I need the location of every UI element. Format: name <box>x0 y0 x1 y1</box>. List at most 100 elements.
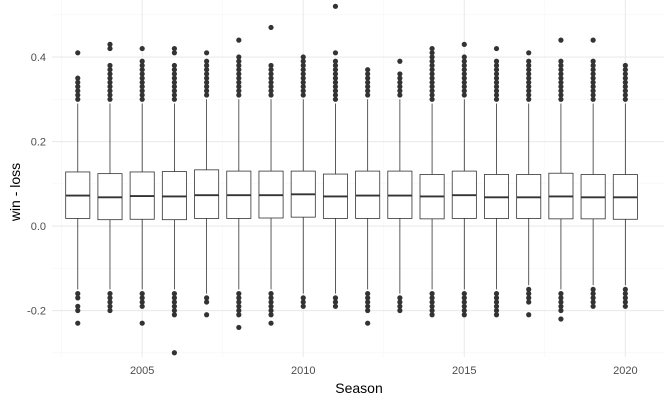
outlier-point <box>236 37 242 43</box>
outlier-point <box>365 291 371 297</box>
outlier-point <box>268 295 274 301</box>
outlier-point <box>590 58 596 64</box>
outlier-point <box>493 291 500 297</box>
outlier-point <box>622 295 628 301</box>
outlier-point <box>429 312 435 318</box>
box-2008 <box>226 37 252 331</box>
outlier-point <box>526 79 532 85</box>
outlier-point <box>171 50 177 56</box>
outlier-point <box>171 75 177 81</box>
outlier-point <box>526 58 532 64</box>
outlier-point <box>493 58 500 64</box>
outlier-point <box>365 75 371 81</box>
x-tick-label: 2015 <box>452 365 476 377</box>
y-axis-title: win - loss <box>7 163 23 222</box>
outlier-point <box>107 67 113 73</box>
outlier-point <box>590 303 596 309</box>
outlier-point <box>268 75 274 81</box>
outlier-point <box>139 92 145 98</box>
outlier-point <box>171 96 177 102</box>
box-2012 <box>355 67 381 326</box>
outlier-point <box>493 299 500 305</box>
outlier-point <box>590 88 596 94</box>
outlier-point <box>268 88 274 94</box>
outlier-point <box>139 84 145 90</box>
outlier-point <box>365 84 371 90</box>
outlier-point <box>526 92 532 98</box>
box-iqr <box>194 169 220 219</box>
outlier-point <box>493 92 500 98</box>
outlier-point <box>461 58 467 64</box>
outlier-point <box>171 299 177 305</box>
outlier-point <box>590 71 596 77</box>
outlier-point <box>590 84 596 90</box>
outlier-point <box>558 291 564 297</box>
outlier-point <box>590 299 596 305</box>
box-2005 <box>129 45 155 326</box>
outlier-point <box>493 75 500 81</box>
outlier-point <box>236 307 242 314</box>
outlier-point <box>268 24 274 31</box>
outlier-point <box>139 96 145 102</box>
outlier-point <box>107 62 113 69</box>
outlier-point <box>590 37 596 43</box>
outlier-point <box>429 92 435 98</box>
outlier-point <box>204 58 210 64</box>
outlier-point <box>622 88 628 94</box>
outlier-point <box>590 96 596 102</box>
outlier-point <box>107 307 113 314</box>
outlier-point <box>526 312 532 318</box>
outlier-point <box>429 67 435 73</box>
box-2003 <box>65 50 91 326</box>
outlier-point <box>397 295 403 301</box>
outlier-point <box>429 291 435 297</box>
outlier-point <box>107 299 113 305</box>
outlier-point <box>526 50 532 56</box>
outlier-point <box>365 299 371 305</box>
outlier-point <box>139 299 145 305</box>
outlier-point <box>204 312 210 318</box>
box-2019 <box>580 37 606 309</box>
outlier-point <box>300 299 306 305</box>
outlier-point <box>365 88 371 94</box>
outlier-point <box>526 67 532 73</box>
outlier-point <box>75 50 81 56</box>
outlier-point <box>429 84 435 90</box>
outlier-point <box>526 84 532 90</box>
outlier-point <box>558 84 564 90</box>
outlier-point <box>236 324 242 331</box>
outlier-point <box>171 79 177 85</box>
outlier-point <box>236 299 242 305</box>
outlier-point <box>107 79 113 85</box>
outlier-point <box>139 320 145 326</box>
outlier-point <box>332 3 339 9</box>
outlier-point <box>558 62 564 69</box>
outlier-point <box>365 67 371 73</box>
boxes-layer <box>65 3 638 356</box>
outlier-point <box>461 41 467 47</box>
outlier-point <box>493 45 500 52</box>
outlier-point <box>461 71 467 77</box>
outlier-point <box>204 84 210 90</box>
outlier-point <box>236 84 242 90</box>
outlier-point <box>75 84 81 90</box>
outlier-point <box>397 58 403 64</box>
outlier-point <box>429 295 435 301</box>
outlier-point <box>493 295 500 301</box>
outlier-point <box>332 75 339 81</box>
outlier-point <box>332 299 339 305</box>
box-2007 <box>194 50 220 318</box>
outlier-point <box>397 299 403 305</box>
outlier-point <box>397 307 403 314</box>
outlier-point <box>300 88 306 94</box>
outlier-point <box>236 79 242 85</box>
box-2010 <box>290 54 316 309</box>
outlier-point <box>332 92 339 98</box>
outlier-point <box>204 67 210 73</box>
outlier-point <box>558 307 564 314</box>
y-tick-label: 0.2 <box>31 137 46 149</box>
outlier-point <box>461 299 467 305</box>
outlier-point <box>107 84 113 90</box>
box-2011 <box>322 3 348 309</box>
outlier-point <box>236 67 242 73</box>
